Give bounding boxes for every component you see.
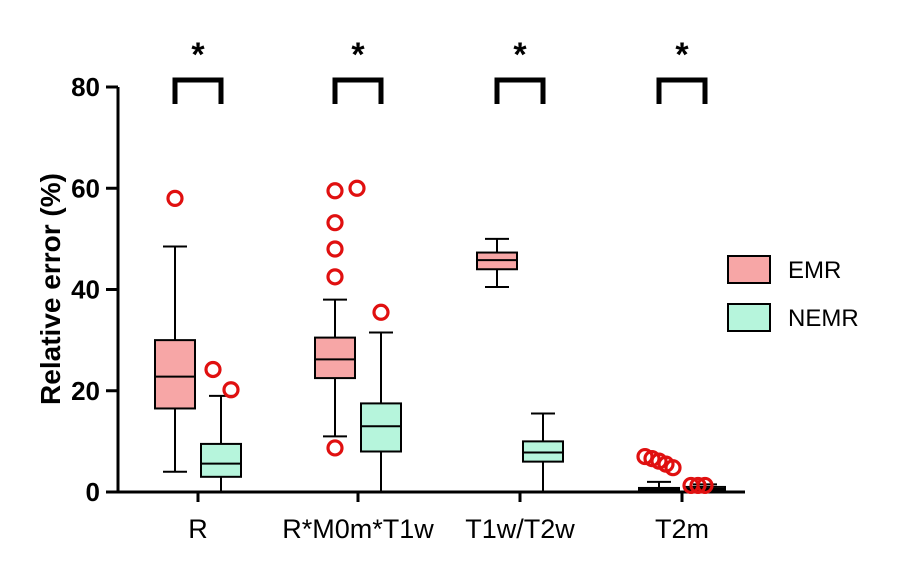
legend-swatch-emr bbox=[727, 255, 771, 284]
x-tick-label-1: R*M0m*T1w bbox=[282, 514, 434, 544]
x-tick-label-0: R bbox=[188, 514, 208, 544]
outlier-emr bbox=[326, 214, 344, 232]
box-emr-3 bbox=[638, 480, 680, 493]
y-tick-label-20: 20 bbox=[71, 376, 100, 406]
box-iqr bbox=[314, 336, 356, 380]
box-nemr-1 bbox=[360, 331, 402, 493]
box-emr-1 bbox=[314, 298, 356, 438]
box-iqr bbox=[154, 339, 196, 410]
box-nemr-2 bbox=[522, 412, 564, 493]
box-iqr bbox=[360, 402, 402, 453]
outlier-nemr bbox=[696, 476, 714, 495]
y-tick-label-0: 0 bbox=[86, 477, 100, 507]
y-axis-label: Relative error (%) bbox=[35, 173, 66, 405]
bracket-3 bbox=[656, 77, 708, 104]
outlier-emr bbox=[326, 240, 344, 258]
y-tick-label-40: 40 bbox=[71, 275, 100, 305]
outlier-nemr bbox=[222, 381, 240, 399]
significance-star-0: * bbox=[191, 36, 205, 74]
box-emr-0 bbox=[154, 245, 196, 473]
x-tick-label-3: T2m bbox=[655, 514, 709, 544]
significance-star-1: * bbox=[351, 36, 365, 74]
legend-swatch-nemr bbox=[727, 303, 771, 332]
outlier-nemr bbox=[372, 303, 390, 321]
outlier-emr bbox=[326, 439, 344, 457]
legend: EMR NEMR bbox=[727, 255, 859, 332]
bracket-0 bbox=[172, 77, 224, 104]
significance-star-3: * bbox=[675, 36, 689, 74]
bracket-2 bbox=[494, 77, 546, 104]
y-tick-label-60: 60 bbox=[71, 173, 100, 203]
significance-star-2: * bbox=[513, 36, 527, 74]
outlier-points bbox=[166, 179, 714, 495]
legend-label-emr: EMR bbox=[788, 257, 841, 284]
outlier-emr bbox=[326, 268, 344, 286]
legend-label-nemr: NEMR bbox=[788, 305, 859, 332]
significance-brackets: * * * * bbox=[172, 36, 708, 104]
axes: 0 20 40 60 80 R R*M0m*T1w T1w/T2w T2m bbox=[71, 72, 745, 544]
outlier-emr bbox=[664, 459, 682, 477]
outlier-nemr bbox=[689, 476, 707, 495]
outlier-emr bbox=[348, 179, 366, 197]
x-tick-label-2: T1w/T2w bbox=[465, 514, 575, 544]
outlier-emr bbox=[166, 189, 184, 207]
outlier-emr bbox=[326, 182, 344, 200]
box-emr-2 bbox=[476, 237, 518, 288]
box-nemr-0 bbox=[200, 394, 242, 493]
bracket-1 bbox=[332, 77, 384, 104]
outlier-nemr bbox=[204, 360, 222, 379]
box-iqr bbox=[522, 440, 564, 463]
box-iqr bbox=[200, 442, 242, 478]
y-tick-label-80: 80 bbox=[71, 72, 100, 102]
